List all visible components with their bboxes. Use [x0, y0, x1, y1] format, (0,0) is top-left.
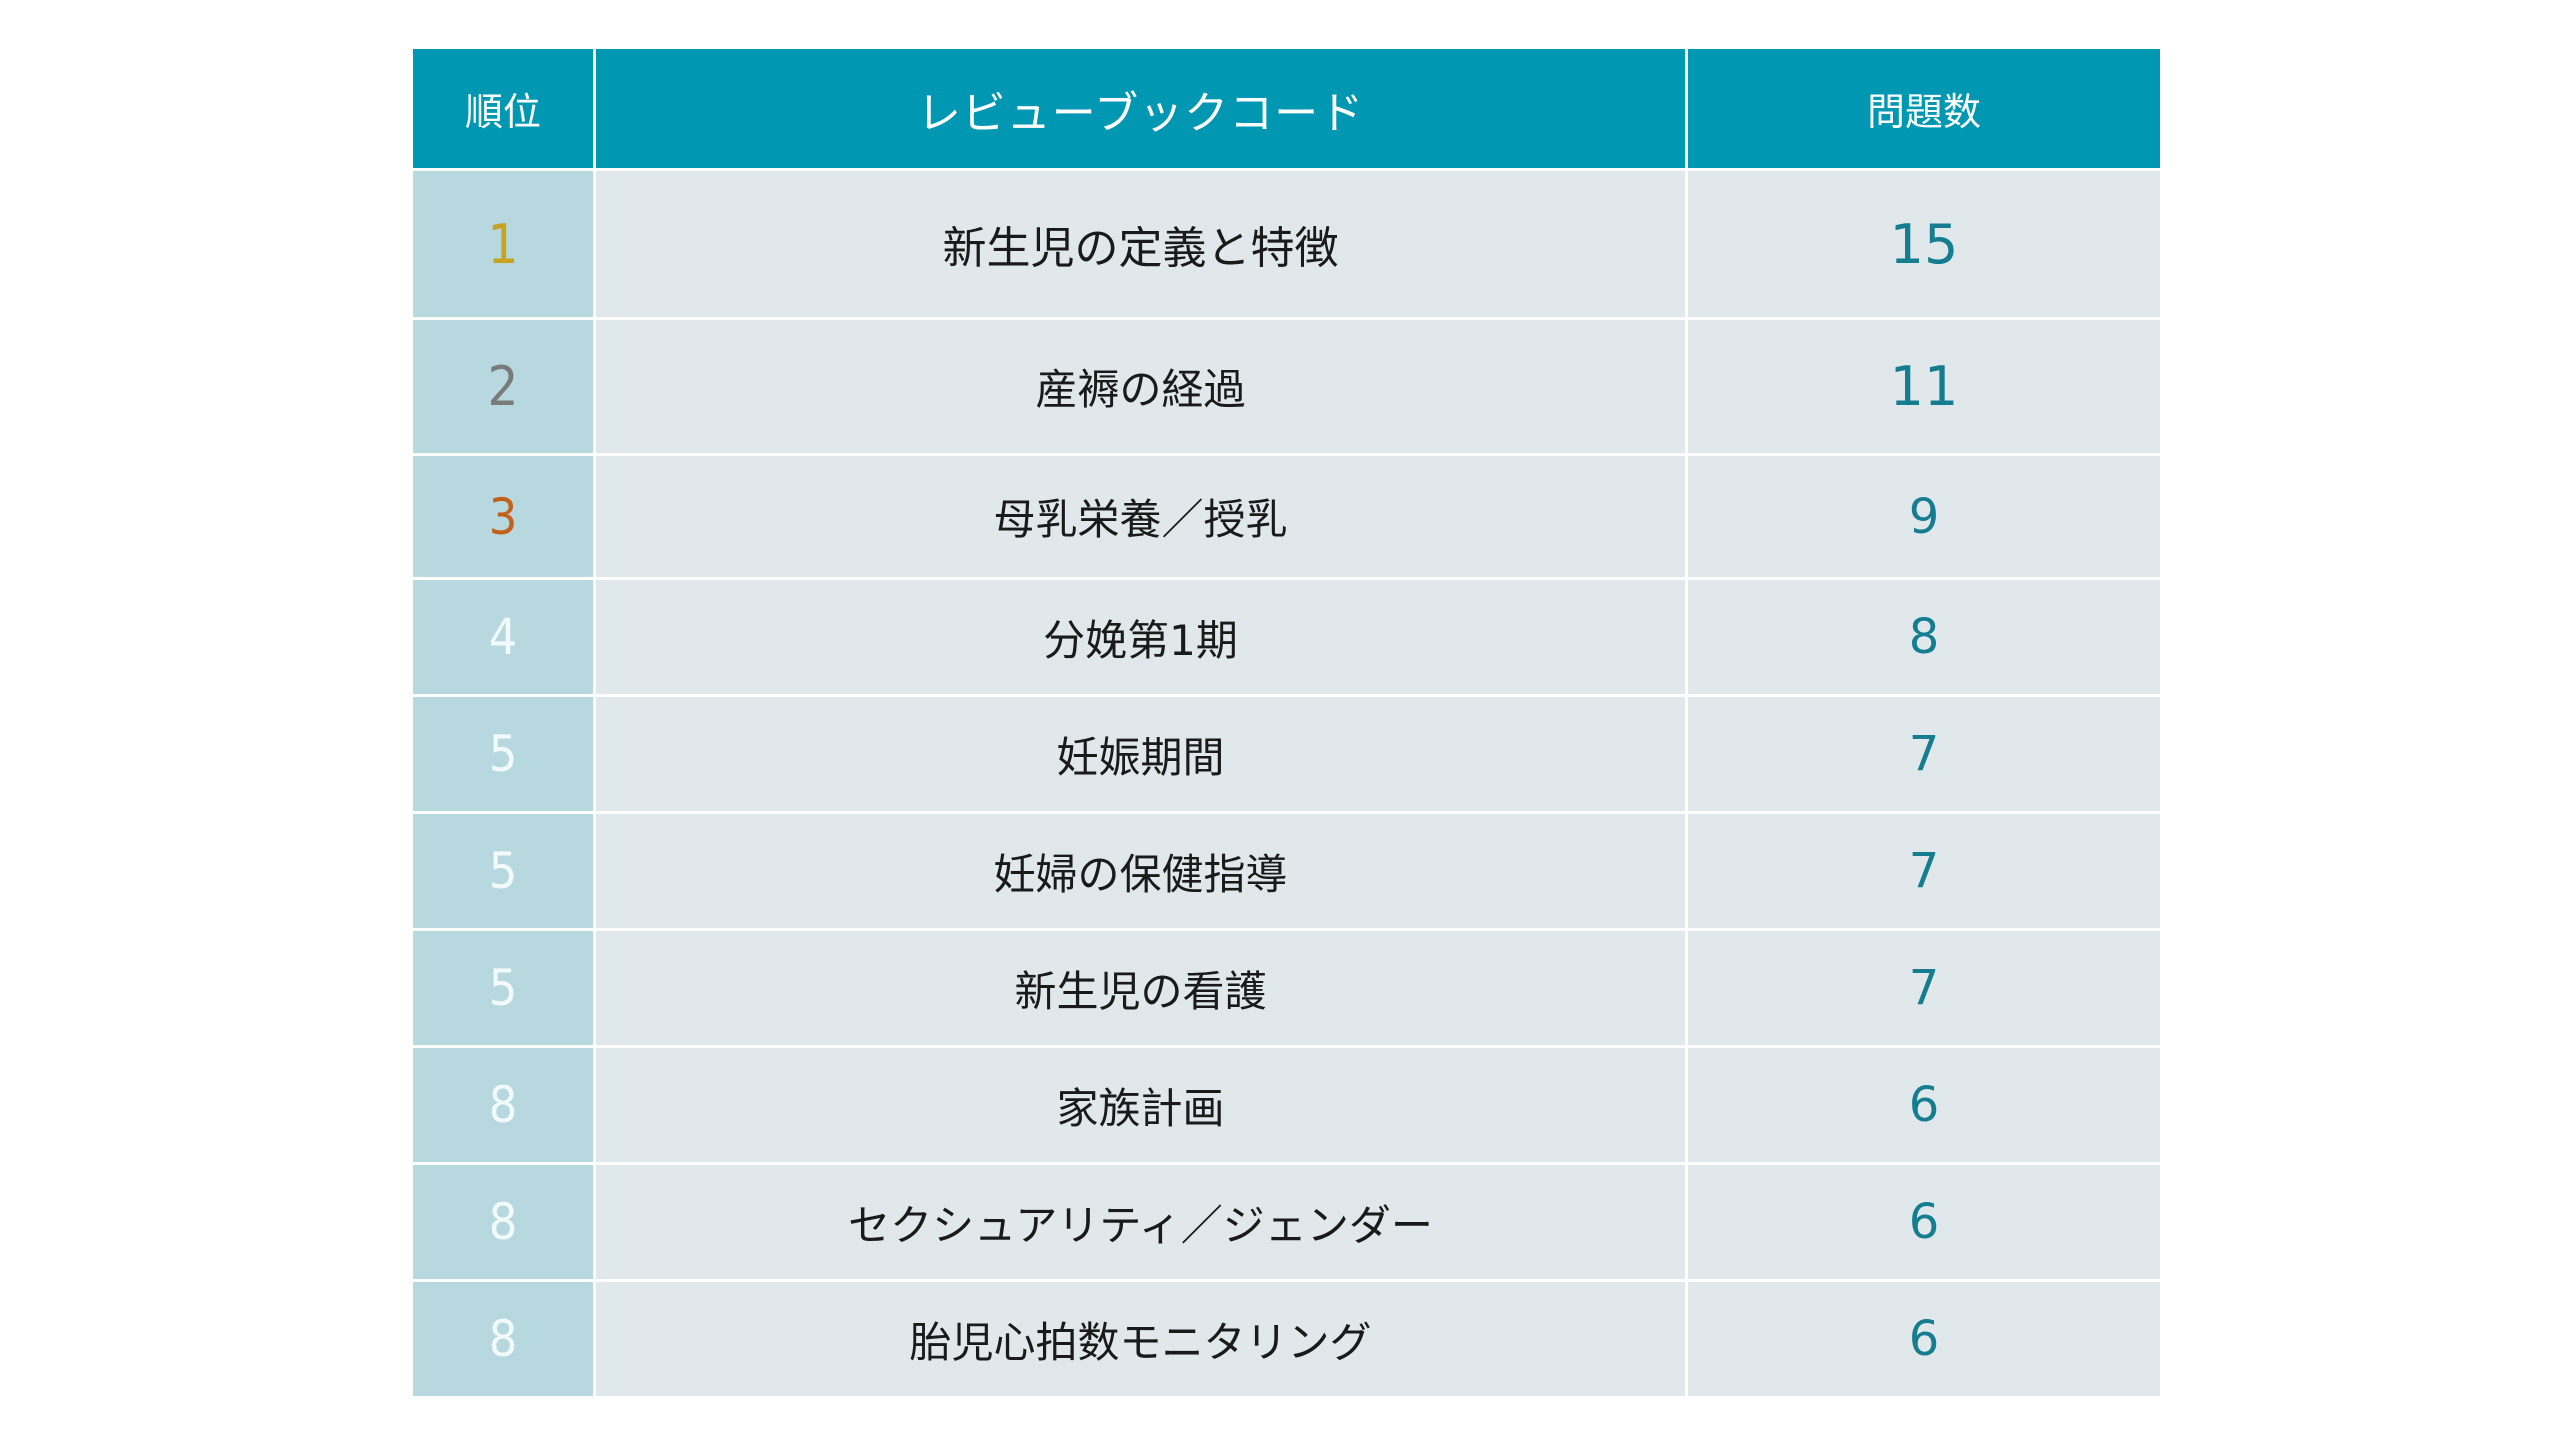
table-row: 3 母乳栄養／授乳 9 — [410, 453, 2163, 580]
rank-cell: 8 — [410, 1162, 596, 1282]
count-cell: 9 — [1685, 453, 2163, 580]
table-row: 5 新生児の看護 7 — [410, 928, 2163, 1048]
table-row: 8 胎児心拍数モニタリング 6 — [410, 1279, 2163, 1399]
count-cell: 8 — [1685, 577, 2163, 697]
rank-cell: 4 — [410, 577, 596, 697]
count-cell: 6 — [1685, 1162, 2163, 1282]
rank-column-header: 順位 — [410, 46, 596, 171]
rank-cell: 5 — [410, 928, 596, 1048]
table-row: 8 家族計画 6 — [410, 1045, 2163, 1165]
count-cell: 7 — [1685, 811, 2163, 931]
rank-cell: 2 — [410, 317, 596, 456]
rank-cell: 1 — [410, 168, 596, 320]
count-cell: 6 — [1685, 1279, 2163, 1399]
table-row: 8 セクシュアリティ／ジェンダー 6 — [410, 1162, 2163, 1282]
topic-cell: 新生児の看護 — [593, 928, 1688, 1048]
topic-cell: 母乳栄養／授乳 — [593, 453, 1688, 580]
topic-cell: セクシュアリティ／ジェンダー — [593, 1162, 1688, 1282]
count-cell: 7 — [1685, 928, 2163, 1048]
topic-cell: 産褥の経過 — [593, 317, 1688, 456]
header-row: 順位 レビューブックコード 問題数 — [410, 46, 2163, 171]
count-cell: 7 — [1685, 694, 2163, 814]
count-cell: 15 — [1685, 168, 2163, 320]
topic-cell: 新生児の定義と特徴 — [593, 168, 1688, 320]
question-count-column-header: 問題数 — [1685, 46, 2163, 171]
rank-cell: 5 — [410, 694, 596, 814]
count-cell: 11 — [1685, 317, 2163, 456]
topic-cell: 妊娠期間 — [593, 694, 1688, 814]
topic-cell: 妊婦の保健指導 — [593, 811, 1688, 931]
count-cell: 6 — [1685, 1045, 2163, 1165]
table-row: 1 新生児の定義と特徴 15 — [410, 168, 2163, 320]
ranking-table: 順位 レビューブックコード 問題数 1 新生児の定義と特徴 15 2 産褥の経過… — [410, 46, 2163, 1399]
topic-cell: 胎児心拍数モニタリング — [593, 1279, 1688, 1399]
rank-cell: 5 — [410, 811, 596, 931]
table-row: 2 産褥の経過 11 — [410, 317, 2163, 456]
topic-cell: 分娩第1期 — [593, 577, 1688, 697]
table-row: 5 妊娠期間 7 — [410, 694, 2163, 814]
rank-cell: 3 — [410, 453, 596, 580]
table-row: 4 分娩第1期 8 — [410, 577, 2163, 697]
rank-cell: 8 — [410, 1279, 596, 1399]
review-book-code-column-header: レビューブックコード — [593, 46, 1688, 171]
topic-cell: 家族計画 — [593, 1045, 1688, 1165]
table-row: 5 妊婦の保健指導 7 — [410, 811, 2163, 931]
rank-cell: 8 — [410, 1045, 596, 1165]
